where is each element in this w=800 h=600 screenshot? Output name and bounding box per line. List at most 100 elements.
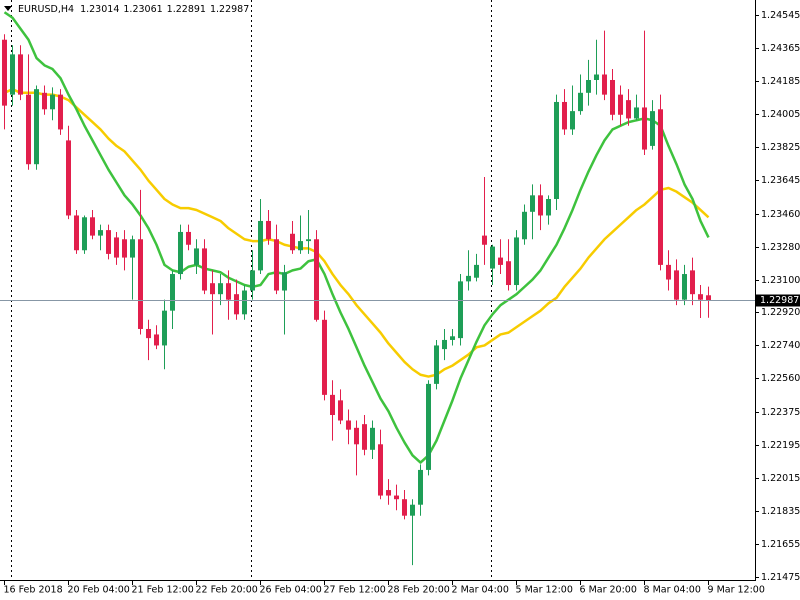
menu-triangle[interactable] [4, 6, 12, 11]
candle-body [690, 270, 695, 295]
candle-body [338, 400, 343, 421]
plot-area [0, 11, 755, 566]
candle-body [178, 231, 183, 275]
candle-body [506, 261, 511, 286]
candle-body [538, 195, 543, 216]
candle-body [82, 217, 87, 251]
candle-body [522, 211, 527, 240]
header-high: 1.23061 [123, 4, 162, 15]
candle-body [210, 283, 215, 295]
y-tick-label: 1.22015 [761, 473, 800, 484]
candle-body [434, 345, 439, 384]
candle-body [226, 283, 231, 300]
candle-body [466, 275, 471, 282]
x-tick-label: 27 Feb 12:00 [324, 585, 386, 596]
candle-body [570, 111, 575, 130]
moving-average-line [3, 87, 710, 378]
candle-body [602, 74, 607, 95]
candle-body [346, 420, 351, 430]
candle-body [402, 499, 407, 516]
candle-body [498, 257, 503, 265]
candle-body [74, 215, 79, 251]
y-tick-label: 1.22920 [761, 307, 800, 318]
y-tick-label: 1.23460 [761, 209, 800, 220]
x-tick-label: 6 Mar 20:00 [580, 585, 637, 596]
y-tick-label: 1.24365 [761, 43, 800, 54]
candle-body [274, 239, 279, 291]
candle-body [610, 79, 615, 115]
y-tick-label: 1.21655 [761, 539, 800, 550]
candle-body [418, 469, 423, 505]
candle-body [322, 319, 327, 395]
symbol: EURUSD,H4 [18, 4, 74, 15]
candle-body [50, 94, 55, 110]
y-tick-label: 1.23645 [761, 175, 800, 186]
x-tick-label: 8 Mar 04:00 [644, 585, 701, 596]
x-tick-label: 20 Feb 04:00 [68, 585, 130, 596]
candle-body [618, 94, 623, 115]
candle-body [306, 239, 311, 242]
x-tick-label: 2 Mar 04:00 [452, 585, 509, 596]
candle-body [90, 217, 95, 236]
candle-body [474, 264, 479, 278]
candle-body [362, 424, 367, 450]
candle-body [650, 111, 655, 146]
candle-body [586, 79, 591, 93]
x-tick-label: 9 Mar 12:00 [708, 585, 765, 596]
y-tick-label: 1.21475 [761, 572, 800, 583]
candle-body [138, 239, 143, 329]
candle-body [170, 274, 175, 311]
header-low: 1.22891 [167, 4, 206, 15]
y-tick-label: 1.23100 [761, 275, 800, 286]
candle-body [674, 270, 679, 300]
candle-body [122, 239, 127, 258]
candle-body [530, 195, 535, 212]
candle-body [58, 94, 63, 130]
candle-body [594, 74, 599, 80]
candle-body [482, 235, 487, 245]
y-tick-label: 1.21835 [761, 506, 800, 517]
chart-header: EURUSD,H4 1.23014 1.23061 1.22891 1.22987 [18, 4, 249, 15]
candle-body [194, 248, 199, 265]
candle-body [66, 140, 71, 216]
candle-body [26, 94, 31, 165]
candle-body [458, 281, 463, 339]
candle-body [42, 92, 47, 110]
candle-body [450, 336, 455, 340]
candle-body [666, 264, 671, 280]
candle-body [242, 290, 247, 315]
y-tick-label: 1.23825 [761, 142, 800, 153]
candle-body [154, 334, 159, 346]
x-tick-label: 16 Feb 2018 [4, 585, 63, 596]
y-tick-label: 1.24545 [761, 10, 800, 21]
candle-body [370, 427, 375, 450]
header-close: 1.22987 [210, 4, 249, 15]
candle-body [282, 272, 287, 291]
y-tick-label: 1.22740 [761, 340, 800, 351]
y-tick-label: 1.22375 [761, 407, 800, 418]
candle-body [250, 270, 255, 291]
candle-body [98, 230, 103, 236]
x-tick-label: 22 Feb 20:00 [196, 585, 258, 596]
y-tick-label: 1.22560 [761, 373, 800, 384]
candle-body [514, 237, 519, 286]
candle-body [682, 274, 687, 300]
y-tick-label: 1.24185 [761, 76, 800, 87]
y-tick-label: 1.23280 [761, 242, 800, 253]
y-tick-label: 1.22195 [761, 440, 800, 451]
candle-body [546, 198, 551, 216]
candle-body [130, 239, 135, 258]
candle-body [658, 109, 663, 265]
candle-body [2, 39, 7, 106]
candle-body [634, 107, 639, 119]
candle-body [426, 383, 431, 470]
x-tick-label: 28 Feb 20:00 [388, 585, 450, 596]
candle-body [266, 220, 271, 240]
candle-body [202, 248, 207, 291]
candle-body [698, 294, 703, 300]
x-tick-label: 21 Feb 12:00 [132, 585, 194, 596]
moving-average-line [3, 11, 710, 464]
candle-body [258, 220, 263, 271]
